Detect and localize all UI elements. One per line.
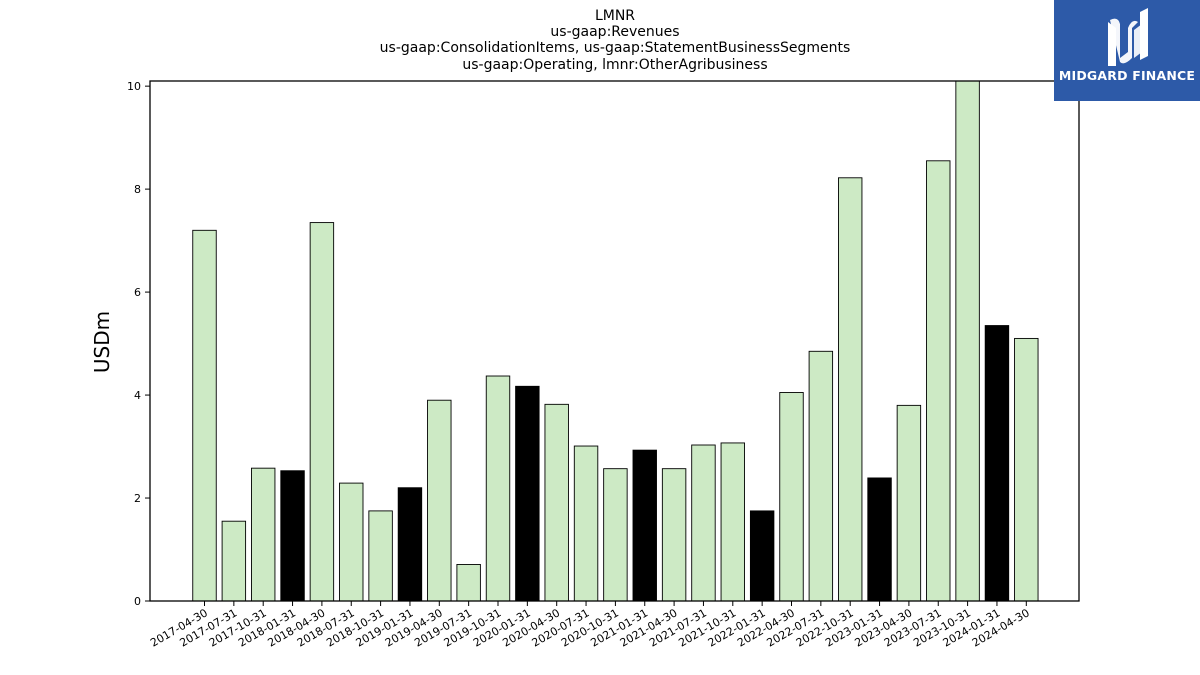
bar-2022-04-30 [779,392,804,602]
bar-2018-04-30 [309,222,335,602]
bar-2021-01-31 [632,449,657,602]
y-tick-label: 6 [134,286,141,299]
bar-2020-07-31 [573,445,599,602]
chart-title: LMNR us-gaap:Revenues us-gaap:Consolidat… [380,8,851,73]
bar-2023-04-30 [896,404,922,602]
bar-2017-10-31 [250,467,276,602]
x-ticks-group: 2017-04-302017-07-312017-10-312018-01-31… [148,601,1032,650]
bar-2018-01-31 [280,470,305,602]
bar-2023-10-31 [955,80,980,602]
bar-2020-04-30 [544,403,569,602]
bar-2019-10-31 [485,375,511,602]
bar-2021-07-31 [691,444,716,602]
bar-2020-01-31 [515,385,540,602]
bar-2023-01-31 [867,477,892,602]
bar-2017-07-31 [221,520,247,602]
y-tick-label: 0 [134,595,141,608]
bar-2021-04-30 [661,468,687,602]
title-line-1: LMNR [595,8,635,24]
y-tick-label: 2 [134,492,141,505]
bar-2022-07-31 [808,350,834,602]
y-axis-label: USDm [90,311,114,373]
bar-2024-04-30 [1014,337,1039,602]
title-line-4: us-gaap:Operating, lmnr:OtherAgribusines… [462,57,767,73]
bar-2019-07-31 [456,564,481,602]
midgard-finance-logo-icon [1108,8,1148,66]
title-line-2: us-gaap:Revenues [550,24,679,40]
y-tick-label: 8 [134,183,141,196]
bars-group [192,80,1039,602]
bar-2018-10-31 [368,510,393,602]
y-ticks-group: 0 2 4 6 8 10 [127,80,150,608]
bar-2022-10-31 [838,177,863,602]
plot-frame [149,80,1080,602]
y-tick-label: 10 [127,80,141,93]
bar-2022-01-31 [749,510,775,602]
bar-2017-04-30 [192,229,217,602]
bar-2020-10-31 [603,468,628,602]
bar-2024-01-31 [984,325,1010,602]
midgard-finance-logo: MIDGARD FINANCE [1054,0,1200,101]
y-tick-label: 4 [134,389,141,402]
bar-2023-07-31 [926,160,951,602]
bar-2018-07-31 [339,482,364,602]
bar-2019-04-30 [427,399,452,602]
title-line-3: us-gaap:ConsolidationItems, us-gaap:Stat… [380,40,851,56]
logo-text: MIDGARD FINANCE [1058,68,1196,83]
bar-2019-01-31 [397,487,423,602]
bar-2021-10-31 [720,442,745,602]
